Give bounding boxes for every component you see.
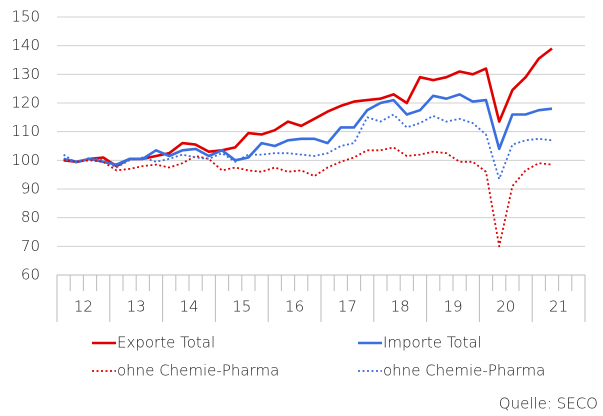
series-line	[63, 146, 553, 248]
y-tick-label: 80	[21, 208, 40, 226]
x-group-label: 16	[285, 298, 304, 316]
series-line	[63, 47, 553, 168]
legend-label: Importe Total	[383, 334, 482, 352]
x-group-label: 17	[338, 298, 357, 316]
series-line	[63, 113, 553, 180]
y-tick-label: 140	[11, 36, 40, 54]
legend-label: Exporte Total	[117, 334, 215, 352]
y-tick-label: 60	[21, 266, 40, 284]
x-group-label: 14	[179, 298, 198, 316]
y-tick-label: 70	[21, 237, 40, 255]
y-tick-label: 90	[21, 180, 40, 198]
source: Quelle: SECO	[499, 395, 598, 413]
y-tick-label: 130	[11, 65, 40, 83]
y-tick-label: 120	[11, 94, 40, 112]
x-group-label: 12	[74, 298, 93, 316]
x-group-label: 19	[443, 298, 462, 316]
legend-label: ohne Chemie-Pharma	[117, 362, 279, 380]
x-group-label: 15	[232, 298, 251, 316]
x-group-label: 13	[127, 298, 146, 316]
y-tick-label: 150	[11, 8, 40, 26]
x-group-label: 21	[549, 298, 568, 316]
series-line	[63, 93, 553, 166]
x-group-label: 20	[496, 298, 515, 316]
x-group-label: 18	[391, 298, 410, 316]
y-tick-label: 100	[11, 151, 40, 169]
y-tick-label: 110	[11, 122, 40, 140]
legend-label: ohne Chemie-Pharma	[383, 362, 545, 380]
